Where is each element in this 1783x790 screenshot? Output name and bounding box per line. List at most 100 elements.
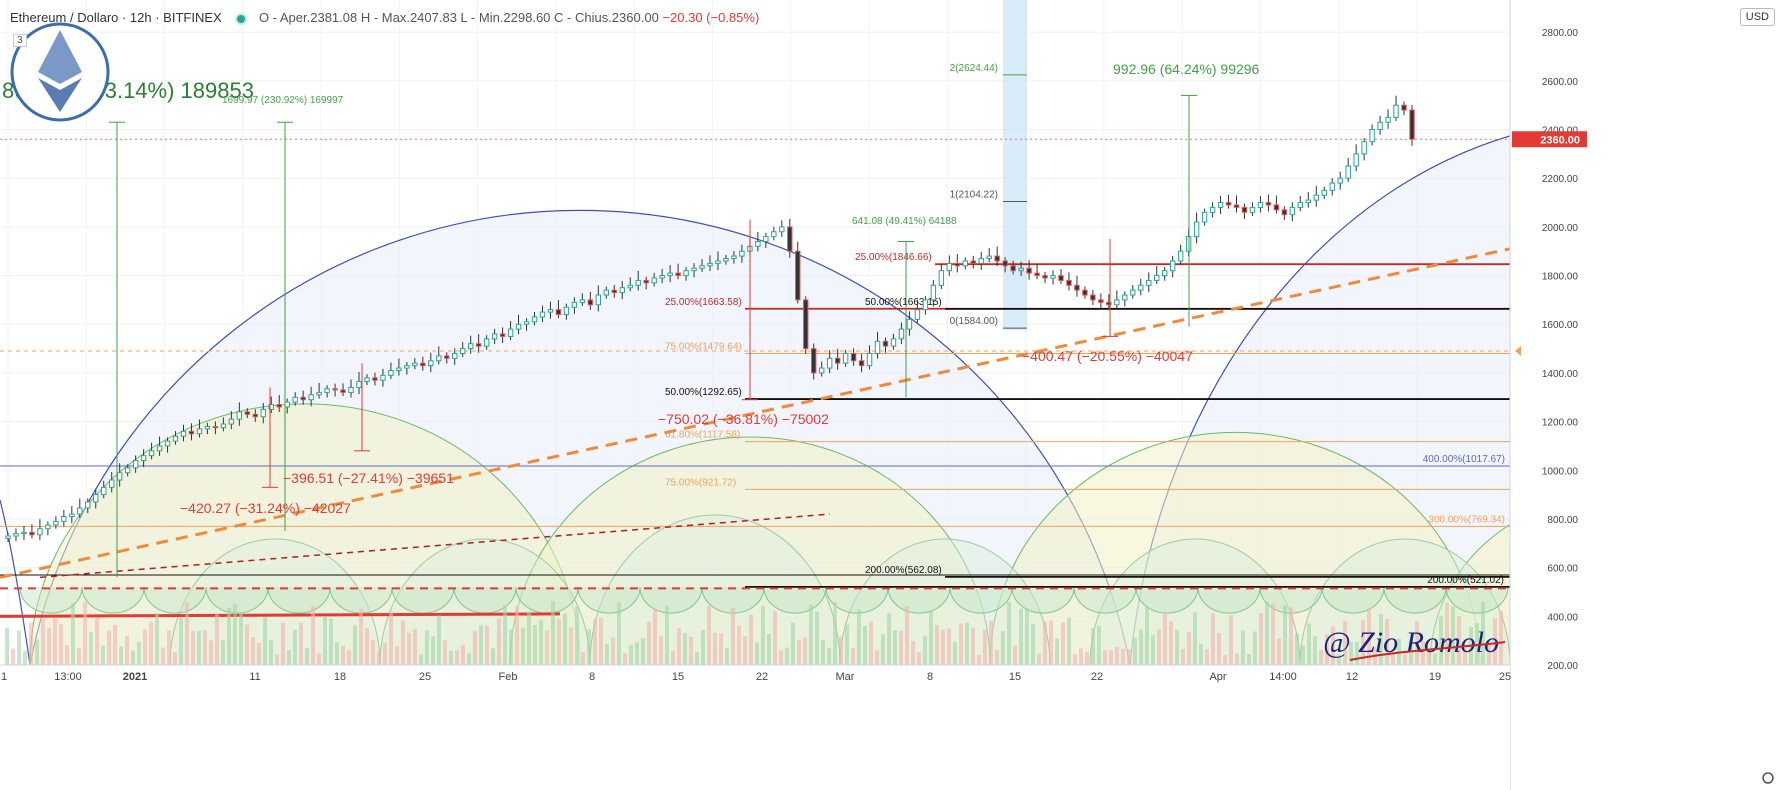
volume-bar <box>83 602 87 665</box>
settings-gear-icon <box>1762 772 1774 784</box>
volume-bar <box>155 613 159 665</box>
candle-body <box>994 255 1000 262</box>
volume-bar <box>101 645 105 665</box>
candle-body <box>739 250 745 257</box>
candle-body <box>244 411 251 415</box>
volume-bar <box>1379 613 1383 665</box>
candle-body <box>1106 301 1112 306</box>
volume-bar <box>1259 612 1263 665</box>
candle-body <box>29 531 35 536</box>
candle-body <box>85 501 91 509</box>
candle-body <box>1130 289 1136 296</box>
scallop <box>1197 587 1261 614</box>
candle-body <box>1090 294 1096 301</box>
volume-bar <box>941 629 945 665</box>
volume-bar <box>1169 621 1173 665</box>
volume-bar <box>47 627 51 665</box>
candle-body <box>1225 202 1232 206</box>
volume-bar <box>1187 631 1191 665</box>
volume-bar <box>821 639 825 665</box>
volume-bar <box>125 635 129 665</box>
candle-body <box>787 226 793 252</box>
candle-body <box>196 428 203 435</box>
market-status-icon <box>237 14 246 23</box>
candle-body <box>667 272 673 277</box>
candle-body <box>420 362 426 367</box>
volume-bar <box>617 602 621 665</box>
volume-bar <box>851 648 855 665</box>
x-tick-label: 19 <box>1429 671 1441 683</box>
candle-body <box>180 430 187 437</box>
candle-body <box>460 348 466 354</box>
candle-body <box>898 328 905 340</box>
price-tag-bg <box>1512 131 1587 148</box>
level-label: 61.80%(1117.58) <box>665 430 740 441</box>
volume-bar <box>407 632 411 665</box>
candle-body <box>404 365 410 369</box>
currency-select[interactable]: USD <box>1739 8 1775 26</box>
y-tick-label: 1600.00 <box>1542 320 1579 331</box>
candle-body <box>396 367 402 371</box>
candle-body <box>1281 209 1288 216</box>
candle-body <box>156 445 163 452</box>
candle-body <box>1257 202 1264 208</box>
volume-bar <box>839 636 843 665</box>
candle-body <box>101 486 107 496</box>
candle-body <box>1337 177 1343 184</box>
indicator-count-badge[interactable]: 3 <box>13 34 27 47</box>
level-label: 50.00%(1663.15) <box>865 297 942 308</box>
volume-bar <box>917 652 921 665</box>
volume-bar <box>935 625 939 665</box>
volume-bar <box>1199 643 1203 665</box>
volume-bar <box>317 653 321 665</box>
volume-bar <box>947 628 951 665</box>
volume-bar <box>113 624 117 665</box>
symbol-title[interactable]: Ethereum / Dollaro · 12h · BITFINEX <box>10 10 222 25</box>
candle-body <box>268 404 274 410</box>
x-tick-label: Feb <box>499 671 518 683</box>
volume-bar <box>257 643 261 665</box>
candle-body <box>348 387 354 393</box>
volume-bar <box>635 642 639 665</box>
candle-body <box>491 333 498 340</box>
candle-body <box>1050 275 1056 279</box>
candle-body <box>260 408 266 418</box>
candle-body <box>356 380 362 389</box>
candle-body <box>172 435 179 442</box>
candle-body <box>691 267 697 272</box>
candle-body <box>284 401 290 408</box>
volume-bar <box>227 607 231 665</box>
level-label: 2(2624.44) <box>950 63 998 74</box>
volume-bar <box>1151 635 1155 665</box>
volume-bar <box>1415 621 1419 665</box>
gear-ring <box>1762 772 1774 784</box>
candle-body <box>874 340 881 354</box>
candle-body <box>707 262 713 267</box>
volume-bar <box>1103 650 1107 665</box>
ohlc-values: O - Aper.2381.08 H - Max.2407.83 L - Min… <box>258 10 659 25</box>
level-label: 75.00%(921.72) <box>665 477 736 488</box>
volume-bar <box>1121 648 1125 665</box>
volume-bar <box>785 647 789 665</box>
candle-body <box>986 255 992 260</box>
volume-bar <box>761 606 765 665</box>
candle-body <box>188 430 195 435</box>
candle-body <box>1249 206 1256 213</box>
volume-bar <box>515 606 519 665</box>
volume-bar <box>977 654 981 665</box>
fib-scallops <box>19 587 1509 614</box>
volume-bar <box>971 627 975 665</box>
volume-bar <box>887 613 891 665</box>
volume-bar <box>863 625 867 665</box>
volume-bar <box>989 620 993 665</box>
candle-body <box>1369 129 1375 143</box>
volume-bar <box>707 605 711 665</box>
volume-bar <box>425 630 429 665</box>
scallop <box>1321 587 1385 614</box>
candle-body <box>53 520 59 526</box>
y-tick-label: 400.00 <box>1547 612 1578 623</box>
volume-bar <box>395 645 399 665</box>
volume-bar <box>1475 622 1479 665</box>
volume-bar <box>893 630 897 665</box>
